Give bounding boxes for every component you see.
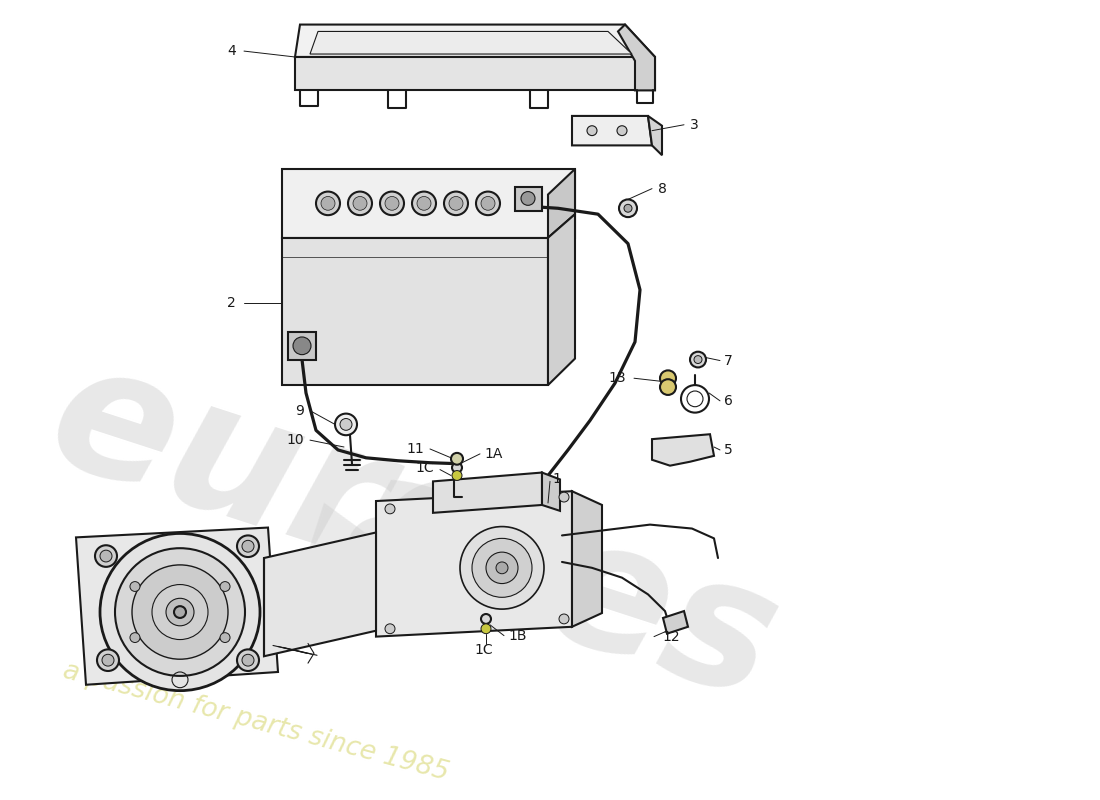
Circle shape [100,534,260,690]
Circle shape [116,548,245,676]
Circle shape [690,352,706,367]
Circle shape [694,356,702,363]
Polygon shape [572,491,602,626]
Circle shape [321,197,336,210]
Text: 9: 9 [295,404,304,418]
Text: 4: 4 [228,44,236,58]
Circle shape [619,199,637,217]
Circle shape [132,565,228,659]
Circle shape [559,614,569,624]
Text: 3: 3 [690,118,698,132]
Text: 2: 2 [228,295,236,310]
Circle shape [236,650,258,671]
Circle shape [476,191,501,215]
Circle shape [379,191,404,215]
Circle shape [481,614,491,624]
Polygon shape [76,527,278,685]
Circle shape [130,582,140,591]
Polygon shape [288,332,316,359]
Circle shape [236,535,258,557]
Circle shape [481,197,495,210]
Text: 8: 8 [658,182,667,196]
Circle shape [587,126,597,135]
Circle shape [130,633,140,642]
Circle shape [617,126,627,135]
Circle shape [348,191,372,215]
Polygon shape [515,186,542,211]
Polygon shape [548,214,575,385]
Polygon shape [648,116,662,155]
Text: 13: 13 [608,371,626,386]
Circle shape [385,197,399,210]
Circle shape [166,598,194,626]
Circle shape [152,585,208,639]
Text: euro: euro [30,326,526,637]
Circle shape [102,654,114,666]
Circle shape [242,654,254,666]
Text: ►: ► [295,473,424,618]
Text: 12: 12 [662,630,680,644]
Circle shape [336,414,358,435]
Circle shape [220,582,230,591]
Circle shape [385,624,395,634]
Circle shape [521,191,535,206]
Circle shape [220,633,230,642]
Circle shape [624,204,632,212]
Text: 1A: 1A [484,447,503,461]
Polygon shape [310,31,632,54]
Circle shape [385,504,395,514]
Circle shape [452,462,462,473]
Text: 10: 10 [286,433,304,447]
Circle shape [316,191,340,215]
Circle shape [460,526,544,609]
Polygon shape [548,169,575,238]
Circle shape [97,650,119,671]
Text: 5: 5 [724,443,733,457]
Circle shape [340,418,352,430]
Text: 1: 1 [552,473,561,486]
Text: a passion for parts since 1985: a passion for parts since 1985 [60,658,451,786]
Text: 1B: 1B [508,629,527,642]
Text: ares: ares [324,433,799,736]
Circle shape [417,197,431,210]
Text: 1C: 1C [416,461,434,474]
Polygon shape [663,611,688,634]
Text: 11: 11 [406,442,424,456]
Circle shape [486,552,518,583]
Polygon shape [618,25,654,90]
Circle shape [412,191,436,215]
Polygon shape [542,473,560,511]
Circle shape [174,606,186,618]
Circle shape [496,562,508,574]
Text: 6: 6 [724,394,733,408]
Circle shape [452,470,462,481]
Text: 7: 7 [724,354,733,367]
Circle shape [95,546,117,567]
Circle shape [100,550,112,562]
Circle shape [472,538,532,598]
Polygon shape [433,473,542,513]
Polygon shape [295,25,654,57]
Circle shape [444,191,468,215]
Circle shape [660,379,676,395]
Polygon shape [282,238,548,385]
Polygon shape [572,116,652,146]
Polygon shape [282,169,575,238]
Circle shape [293,337,311,354]
Circle shape [353,197,367,210]
Circle shape [481,624,491,634]
Polygon shape [376,491,572,637]
Text: 1C: 1C [475,643,493,658]
Circle shape [660,370,676,386]
Polygon shape [652,434,714,466]
Circle shape [449,197,463,210]
Circle shape [451,453,463,465]
Circle shape [559,492,569,502]
Polygon shape [264,533,376,656]
Polygon shape [295,57,654,90]
Circle shape [242,540,254,552]
